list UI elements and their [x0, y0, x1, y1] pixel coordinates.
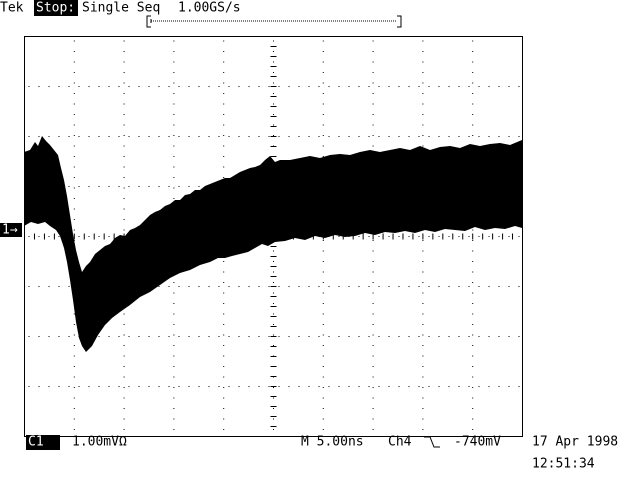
- brand: Tek: [0, 1, 24, 16]
- channel-marker: 1→: [2, 223, 18, 238]
- time: 12:51:34: [532, 457, 595, 472]
- trigger-level: -740mV: [454, 435, 501, 450]
- timebase: M 5.00ns: [301, 435, 364, 450]
- channel: C1: [28, 435, 44, 450]
- waveform: [24, 136, 522, 352]
- state: Stop:: [36, 1, 75, 16]
- channel-marker-badge: [0, 223, 22, 237]
- date: 17 Apr 1998: [532, 435, 618, 450]
- trigger-slope-icon: [424, 436, 440, 448]
- graticule-frame: [24, 36, 523, 437]
- trigger-source: Ch4: [388, 435, 412, 450]
- state-badge: [34, 0, 78, 16]
- mode: Single Seq: [82, 1, 160, 16]
- vertical-scale: 1.00mVΩ: [72, 435, 127, 450]
- record-bracket: [146, 15, 402, 28]
- sample-rate: 1.00GS/s: [178, 1, 241, 16]
- channel-badge: [26, 435, 60, 450]
